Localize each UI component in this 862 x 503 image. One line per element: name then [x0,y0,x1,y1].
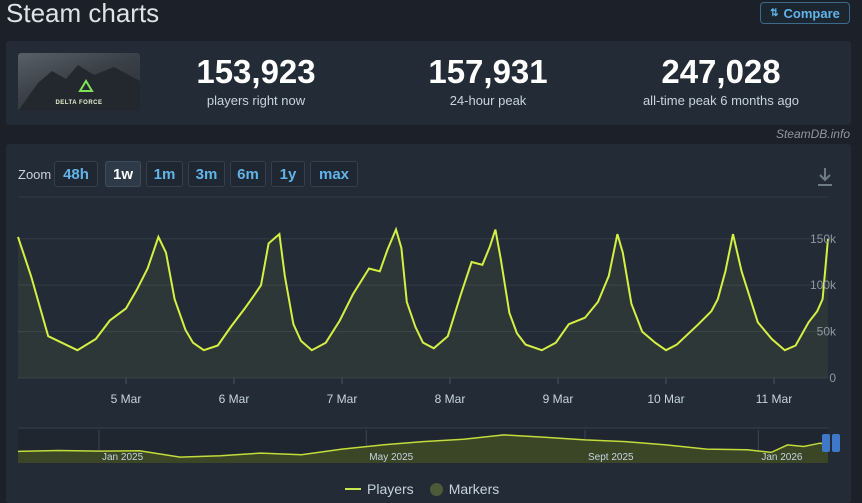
zoom-6m-button[interactable]: 6m [230,161,266,187]
zoom-1m-button[interactable]: 1m [146,161,183,187]
stat-all-time-peak: 247,028 all-time peak 6 months ago [621,53,821,108]
stat-players-now: 153,923 players right now [176,53,336,108]
compare-label: Compare [783,5,840,21]
legend-markers[interactable]: Markers [429,481,500,497]
triangle-logo-icon [78,79,94,92]
stat-label: 24-hour peak [449,93,527,108]
zoom-1w-button[interactable]: 1w [105,161,141,187]
x-tick-label: 7 Mar [327,392,358,406]
legend-players-label: Players [367,481,414,497]
compare-icon: ⇅ [770,7,779,19]
y-tick-label: 150k [810,232,837,246]
download-icon[interactable] [815,166,835,188]
y-tick-label: 0 [829,371,836,385]
zoom-label: Zoom [18,167,52,182]
stats-panel: DELTA FORCE 153,923 players right now 15… [6,41,851,125]
stat-label: players right now [206,93,306,108]
page-title: Steam charts [6,0,160,28]
x-tick-label: 5 Mar [111,392,142,406]
compare-button[interactable]: ⇅ Compare [760,2,850,24]
players-swatch [345,488,361,490]
zoom-max-button[interactable]: max [310,161,358,187]
stat-value: 247,028 [661,53,781,90]
x-tick-label: 10 Mar [647,392,684,406]
zoom-48h-button[interactable]: 48h [54,161,98,187]
stat-value: 157,931 [428,53,548,90]
stat-24h-peak: 157,931 24-hour peak [408,53,568,108]
x-tick-label: 9 Mar [543,392,574,406]
players-line [17,226,829,352]
stat-label: all-time peak 6 months ago [642,93,800,108]
zoom-1y-button[interactable]: 1y [271,161,305,187]
navigator-tick-label: Sept 2025 [588,452,634,463]
x-tick-label: 6 Mar [219,392,250,406]
navigator-tick-label: Jan 2026 [761,452,803,463]
x-tick-label: 8 Mar [435,392,466,406]
steamdb-credit[interactable]: SteamDB.info [775,127,850,141]
chart-legend: Players Markers [345,480,499,498]
x-tick-label: 11 Mar [756,392,792,406]
navigator-top-border [18,427,828,429]
game-thumbnail[interactable]: DELTA FORCE [18,53,140,111]
game-artwork [18,65,140,111]
y-tick-label: 50k [817,325,837,339]
y-tick-label: 100k [810,278,837,292]
zoom-3m-button[interactable]: 3m [188,161,225,187]
navigator-tick-label: Jan 2025 [102,452,144,463]
stat-value: 153,923 [196,53,316,90]
navigator-handle-right[interactable] [832,434,840,452]
legend-players[interactable]: Players [345,481,414,497]
players-area [18,229,828,378]
legend-markers-label: Markers [448,481,500,497]
markers-swatch [429,482,443,496]
navigator-tick-label: May 2025 [369,452,413,463]
game-logo-text: DELTA FORCE [55,100,103,106]
navigator-line [17,434,829,458]
navigator-handle-left[interactable] [822,434,830,452]
